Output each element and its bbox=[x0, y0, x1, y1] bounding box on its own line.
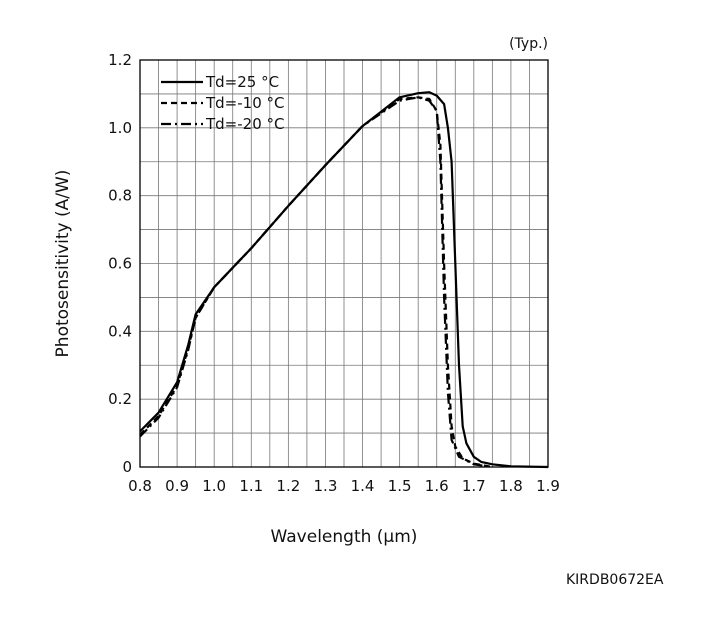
y-tick-label: 0.4 bbox=[108, 322, 132, 340]
typical-note: (Typ.) bbox=[509, 36, 548, 52]
x-tick-label: 1.0 bbox=[202, 477, 226, 495]
x-axis-title: Wavelength (μm) bbox=[271, 527, 418, 547]
series-layer bbox=[139, 91, 549, 469]
grid bbox=[139, 59, 549, 468]
x-tick-label: 1.6 bbox=[425, 477, 449, 495]
x-tick-label: 1.3 bbox=[314, 477, 338, 495]
x-tick-label: 1.5 bbox=[388, 477, 412, 495]
tick-labels: 0.8 0.9 1.0 1.1 1.2 1.3 1.4 1.5 1.6 1.7 1.8 1.9 0 0.2… bbox=[108, 51, 560, 495]
y-tick-label: 1.2 bbox=[108, 51, 132, 69]
legend: Td=25 °C Td=-10 °C Td=-20 °C bbox=[161, 73, 285, 133]
x-tick-label: 1.2 bbox=[276, 477, 300, 495]
series-line bbox=[139, 91, 549, 469]
y-tick-label: 0 bbox=[122, 458, 132, 476]
x-tick-label: 1.7 bbox=[462, 477, 486, 495]
y-tick-label: 1.0 bbox=[108, 119, 132, 137]
x-tick-label: 1.9 bbox=[536, 477, 560, 495]
x-tick-label: 1.8 bbox=[499, 477, 523, 495]
series-line bbox=[139, 96, 493, 469]
legend-label: Td=25 °C bbox=[205, 73, 279, 91]
x-tick-label: 1.1 bbox=[239, 477, 263, 495]
x-tick-label: 0.8 bbox=[128, 477, 152, 495]
x-tick-label: 1.4 bbox=[351, 477, 375, 495]
series-line bbox=[139, 96, 493, 469]
y-tick-label: 0.6 bbox=[108, 255, 132, 273]
y-tick-label: 0.2 bbox=[108, 390, 132, 408]
legend-label: Td=-10 °C bbox=[205, 94, 285, 112]
y-axis-title: Photosensitivity (A/W) bbox=[53, 170, 73, 358]
legend-label: Td=-20 °C bbox=[205, 115, 285, 133]
y-tick-label: 0.8 bbox=[108, 187, 132, 205]
x-tick-label: 0.9 bbox=[165, 477, 189, 495]
plot-frame bbox=[139, 59, 549, 468]
figure-code: KIRDB0672EA bbox=[566, 572, 664, 588]
